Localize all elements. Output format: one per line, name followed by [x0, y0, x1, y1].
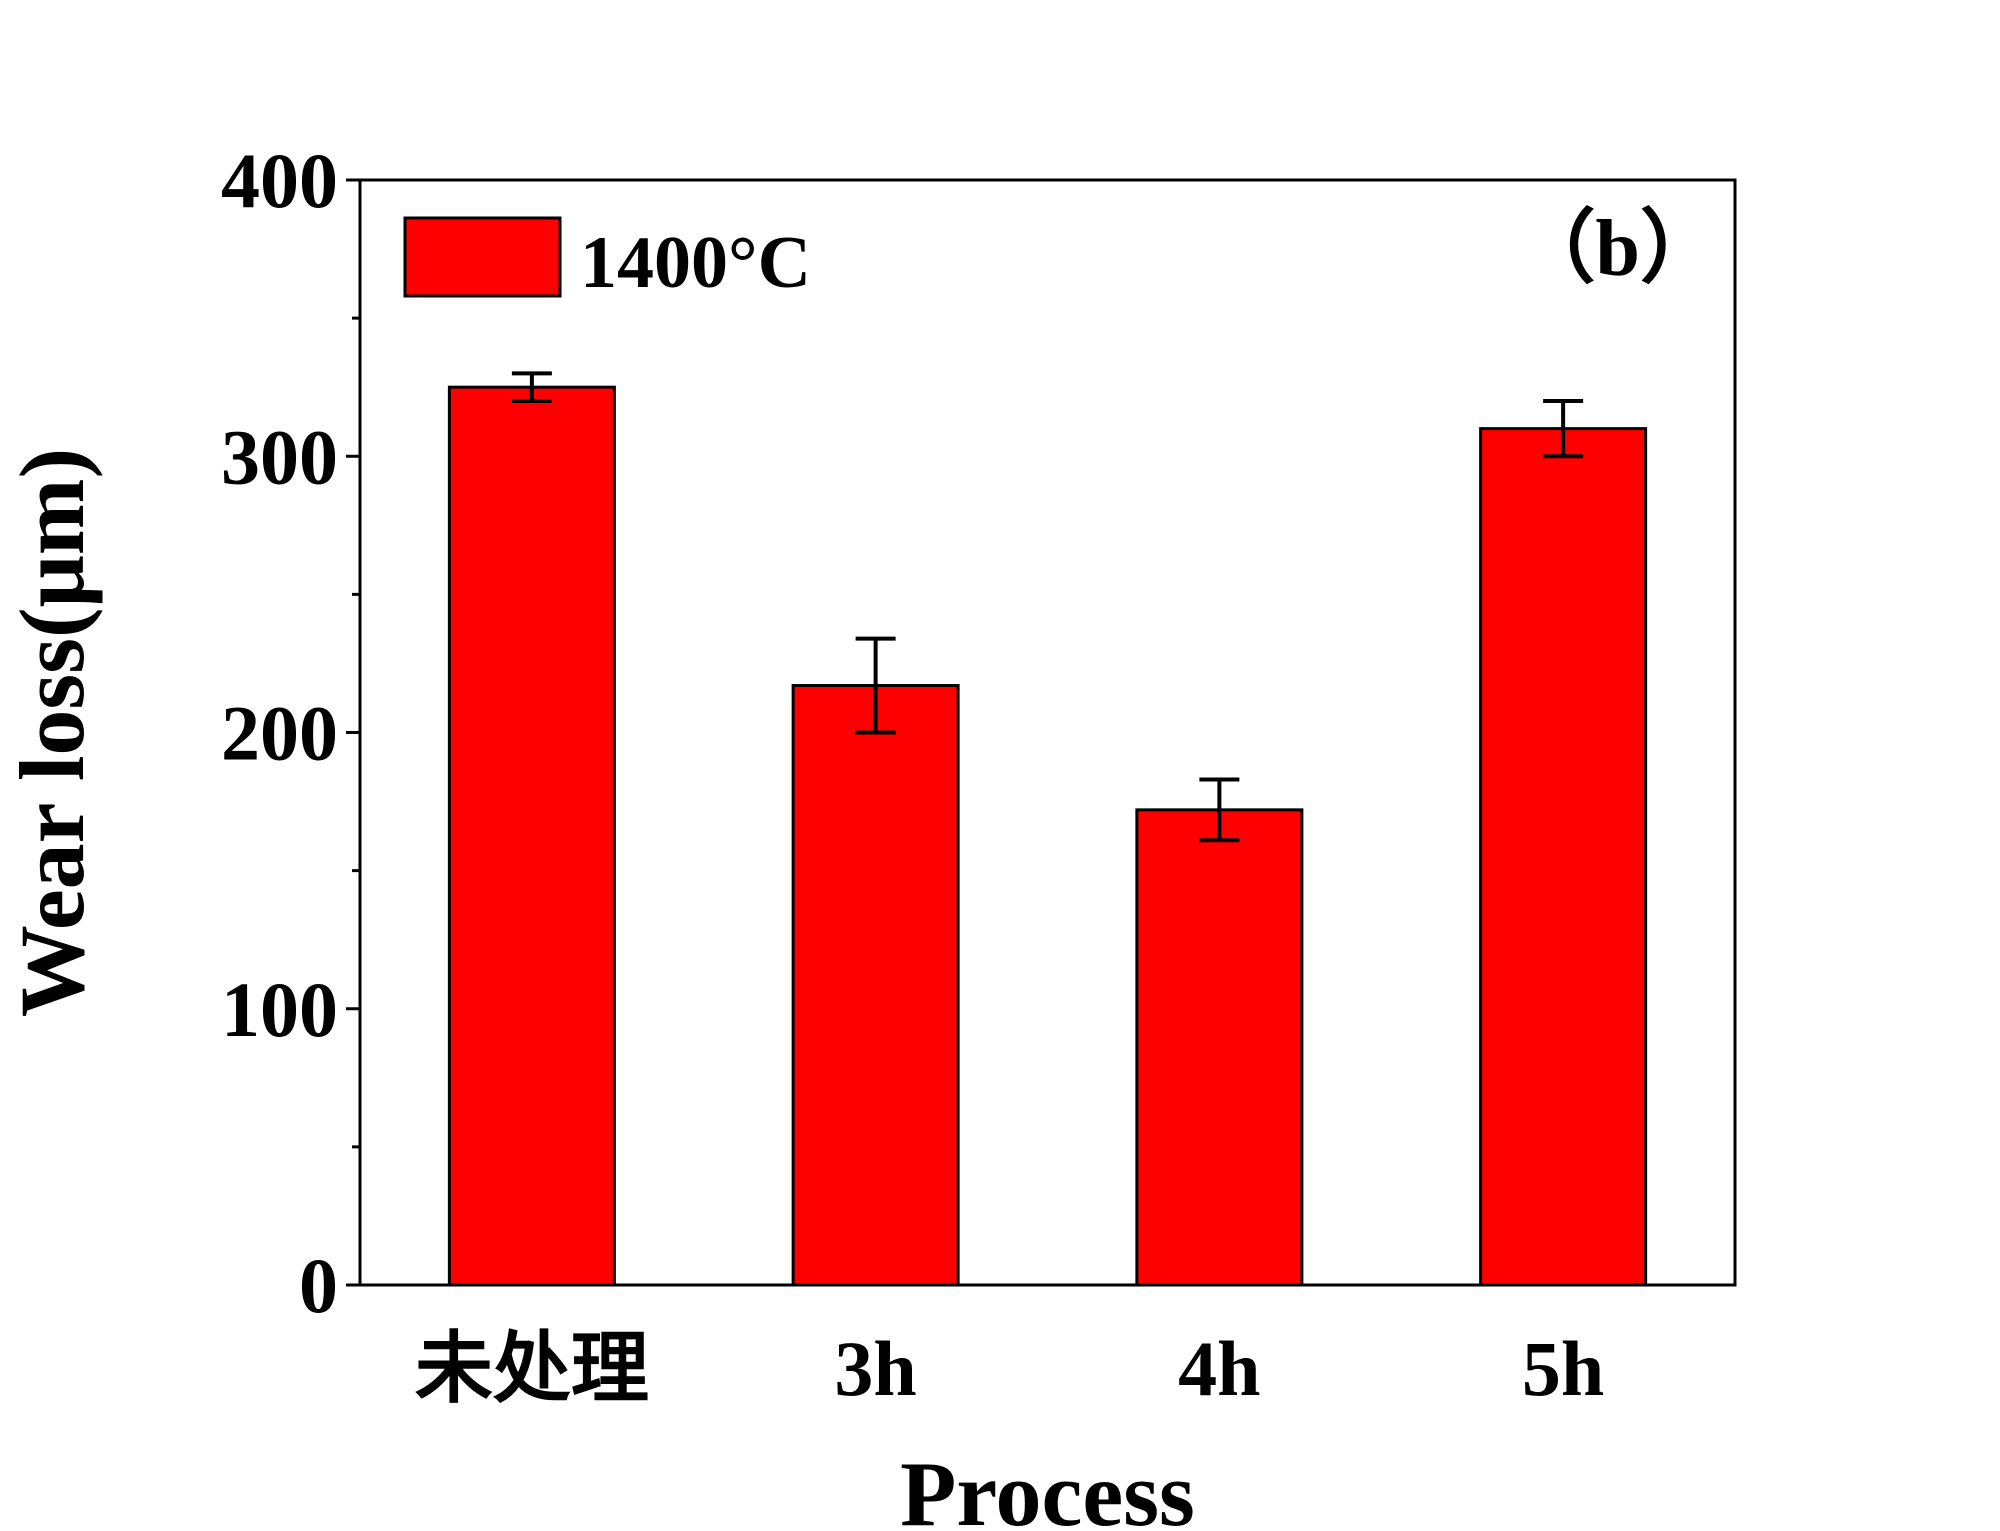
- legend-label: 1400°C: [580, 222, 811, 304]
- bar-4h: [1135, 808, 1304, 1287]
- error-bar-未处理: [511, 371, 552, 403]
- y-tick-label-200: 200: [221, 690, 338, 777]
- x-tick-label-未处理: 未处理: [415, 1325, 649, 1412]
- y-axis-title: Wear loss(μm): [1, 448, 103, 1017]
- x-axis-tick-labels: 未处理 3h 4h 5h: [415, 1325, 1604, 1412]
- y-tick-label-100: 100: [221, 966, 338, 1053]
- error-bar-4h: [1199, 777, 1240, 843]
- error-bar-3h: [855, 636, 896, 735]
- y-tick-label-400: 400: [221, 137, 338, 224]
- bar-5h: [1479, 427, 1648, 1287]
- error-bars-layer: [511, 371, 1584, 843]
- x-axis-title: Process: [900, 1443, 1195, 1531]
- legend: 1400°C: [403, 216, 811, 304]
- y-tick-label-0: 0: [299, 1242, 338, 1329]
- legend-swatch: [403, 216, 562, 298]
- x-tick-label-5h: 5h: [1522, 1325, 1604, 1412]
- y-tick-label-300: 300: [221, 413, 338, 500]
- x-tick-label-3h: 3h: [834, 1325, 916, 1412]
- panel-label: （b）: [1516, 205, 1721, 293]
- x-tick-label-4h: 4h: [1178, 1325, 1260, 1412]
- bars-layer: [447, 385, 1648, 1287]
- error-bar-5h: [1543, 399, 1584, 459]
- bar-3h: [791, 684, 960, 1287]
- y-axis-ticks: 0 100 200 300 400: [221, 137, 360, 1329]
- bar-未处理: [447, 385, 616, 1287]
